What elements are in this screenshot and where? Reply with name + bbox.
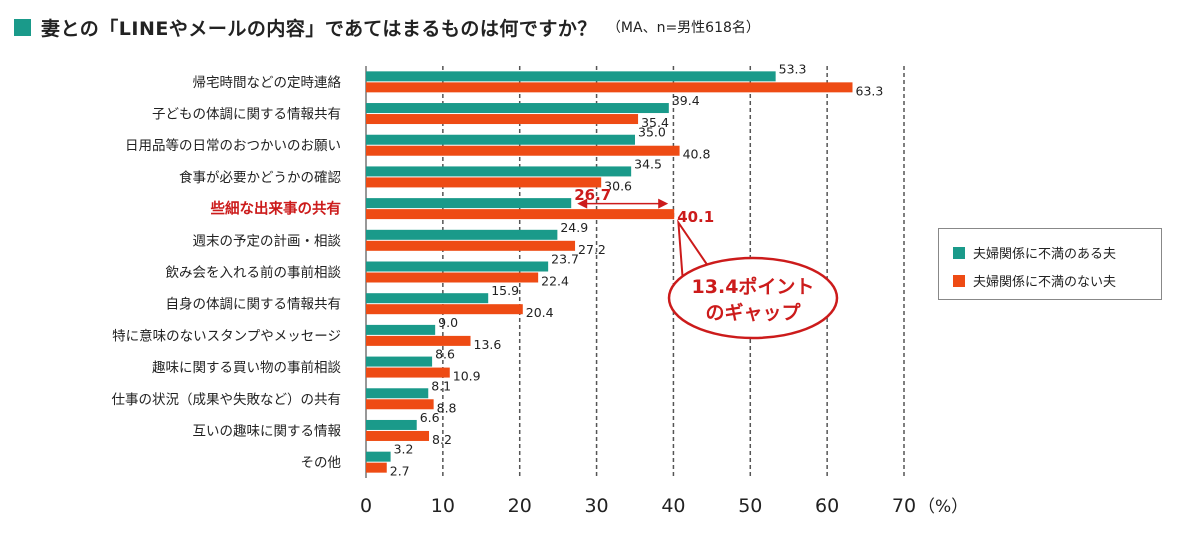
bar-dissatisfied <box>366 388 429 399</box>
value-label-satisfied: 8.8 <box>437 400 457 415</box>
bar-dissatisfied <box>366 324 436 335</box>
value-label-dissatisfied: 24.9 <box>560 220 588 235</box>
category-label: 趣味に関する買い物の事前相談 <box>152 359 341 376</box>
value-label-satisfied: 13.6 <box>474 337 502 352</box>
value-label-dissatisfied: 9.0 <box>438 315 458 330</box>
bar-dissatisfied <box>366 419 417 430</box>
bar-dissatisfied <box>366 356 433 367</box>
x-tick-label: 0 <box>360 495 372 517</box>
value-label-dissatisfied: 3.2 <box>394 442 414 457</box>
value-label-dissatisfied: 6.6 <box>420 410 440 425</box>
value-label-satisfied: 30.6 <box>604 178 632 193</box>
category-label: 特に意味のないスタンプやメッセージ <box>112 327 341 344</box>
value-label-satisfied: 2.7 <box>390 464 410 479</box>
legend-label: 夫婦関係に不満のない夫 <box>973 275 1117 290</box>
bar-satisfied <box>366 82 853 93</box>
x-tick-label: 70 <box>892 495 916 517</box>
bar-satisfied <box>366 114 639 125</box>
value-label-satisfied: 10.9 <box>453 369 481 384</box>
category-label: 帰宅時間などの定時連絡 <box>193 74 342 91</box>
value-label-dissatisfied: 26.7 <box>574 186 611 204</box>
bar-satisfied <box>366 462 387 473</box>
x-tick-label: 40 <box>661 495 685 517</box>
category-label: 些細な出来事の共有 <box>211 200 342 218</box>
value-label-dissatisfied: 34.5 <box>634 156 662 171</box>
x-unit-label: （%） <box>918 497 968 517</box>
value-label-satisfied: 40.1 <box>677 208 714 226</box>
callout-tail-join <box>685 267 707 283</box>
value-label-satisfied: 20.4 <box>526 305 554 320</box>
value-label-satisfied: 22.4 <box>541 274 569 289</box>
bar-satisfied <box>366 335 471 346</box>
bar-dissatisfied <box>366 229 558 240</box>
bar-dissatisfied <box>366 166 632 177</box>
bar-satisfied <box>366 177 602 188</box>
chart-title: 妻との「LINEやメールの内容」であてはまるものは何ですか？ <box>41 17 597 40</box>
category-label: 自身の体調に関する情報共有 <box>166 297 342 313</box>
bar-dissatisfied <box>366 198 572 209</box>
callout-line-2: のギャップ <box>705 301 801 324</box>
bar-satisfied <box>366 399 434 410</box>
category-label: 互いの趣味に関する情報 <box>193 423 342 439</box>
bar-dissatisfied <box>366 293 489 304</box>
bar-satisfied <box>366 304 523 315</box>
value-label-satisfied: 40.8 <box>683 147 711 162</box>
bar-satisfied <box>366 367 450 378</box>
value-label-dissatisfied: 23.7 <box>551 252 579 267</box>
x-tick-label: 10 <box>431 495 455 517</box>
bar-dissatisfied <box>366 261 549 272</box>
callout-bubble <box>667 256 839 340</box>
gap-arrow-left-head <box>577 198 588 209</box>
bar-dissatisfied <box>366 103 669 114</box>
category-label: 食事が必要かどうかの確認 <box>179 169 341 186</box>
x-tick-label: 30 <box>584 495 608 517</box>
legend-item-satisfied: 夫婦関係に不満のない夫 <box>953 271 1116 290</box>
category-label: 日用品等の日常のおつかいのお願い <box>125 137 341 154</box>
value-label-satisfied: 8.2 <box>432 432 452 447</box>
title-row: 妻との「LINEやメールの内容」であてはまるものは何ですか？ （MA、n=男性6… <box>14 14 760 40</box>
value-label-dissatisfied: 15.9 <box>491 283 519 298</box>
bar-satisfied <box>366 209 675 220</box>
bar-satisfied <box>366 272 539 283</box>
bar-satisfied <box>366 240 576 251</box>
category-label: その他 <box>301 455 342 471</box>
category-label: 週末の予定の計画・相談 <box>193 233 342 249</box>
value-label-satisfied: 63.3 <box>856 83 884 98</box>
chart-sample-note: （MA、n=男性618名） <box>606 20 760 36</box>
value-label-satisfied: 35.4 <box>641 115 669 130</box>
value-label-dissatisfied: 39.4 <box>672 93 700 108</box>
title-square-icon <box>14 18 31 36</box>
value-label-satisfied: 27.2 <box>578 242 606 257</box>
bar-dissatisfied <box>366 71 776 82</box>
bar-dissatisfied <box>366 134 635 145</box>
callout-line-1: 13.4ポイント <box>692 275 815 298</box>
category-label: 飲み会を入れる前の事前相談 <box>166 264 342 281</box>
legend: 夫婦関係に不満のある夫 夫婦関係に不満のない夫 <box>938 228 1162 300</box>
gap-arrow-right-head <box>658 198 669 209</box>
legend-swatch-orange <box>953 274 965 287</box>
x-tick-label: 60 <box>815 495 839 517</box>
bar-dissatisfied <box>366 451 391 462</box>
legend-item-dissatisfied: 夫婦関係に不満のある夫 <box>953 243 1116 262</box>
x-tick-label: 20 <box>508 495 532 517</box>
x-tick-label: 50 <box>738 495 762 517</box>
value-label-dissatisfied: 8.1 <box>431 378 451 393</box>
category-label: 子どもの体調に関する情報共有 <box>152 107 341 123</box>
bar-satisfied <box>366 145 680 156</box>
category-label: 仕事の状況（成果や失敗など）の共有 <box>112 392 342 408</box>
legend-swatch-teal <box>953 246 965 259</box>
value-label-dissatisfied: 53.3 <box>779 61 807 76</box>
value-label-dissatisfied: 8.6 <box>435 347 455 362</box>
legend-label: 夫婦関係に不満のある夫 <box>973 247 1117 262</box>
value-label-dissatisfied: 35.0 <box>638 125 666 140</box>
bar-satisfied <box>366 430 430 441</box>
